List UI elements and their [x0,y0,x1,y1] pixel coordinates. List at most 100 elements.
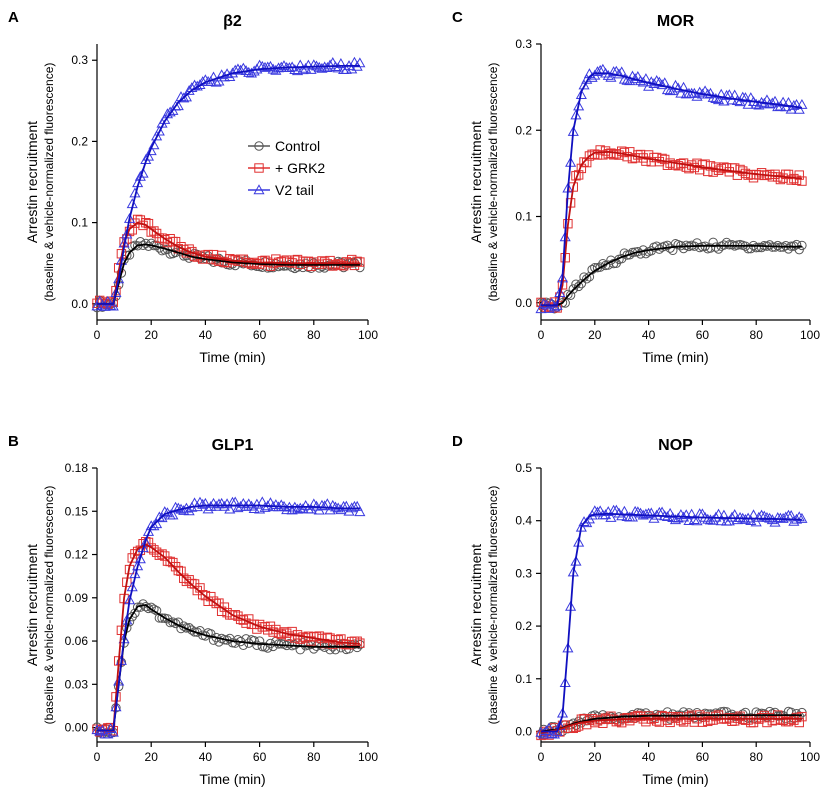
panel-letter: A [8,9,19,26]
series-fit-line [97,243,360,305]
data-point [325,645,335,655]
data-point [718,95,730,106]
series-fit-line [97,504,360,732]
x-tick-label: 20 [145,750,159,764]
data-point [297,503,309,514]
data-point [257,256,268,266]
data-point [621,511,633,521]
panel-letter: C [452,9,463,26]
data-point [791,175,802,185]
data-point [294,59,306,70]
data-point [281,504,293,515]
data-point [189,627,200,637]
series-fit-line [541,150,802,307]
data-point [229,64,241,75]
series-fit-line [97,543,360,732]
panel-d: D NOP 0.0 0.1 0.2 0.3 0.4 0.5 0 20 40 60 80 100 Time (… [452,433,820,787]
data-point [355,257,365,267]
data-point [308,498,320,509]
x-tick-label: 0 [538,750,545,764]
data-point [145,145,157,156]
data-point [576,278,587,289]
data-point [199,74,211,85]
data-point [329,501,342,512]
data-point [130,549,140,559]
data-point [791,712,802,723]
data-point [707,91,719,102]
data-point [179,573,189,583]
data-point [661,84,673,95]
data-point [149,226,159,236]
data-point [764,240,775,250]
data-point [688,514,700,524]
legend-label: V2 tail [275,182,314,198]
y-tick-label: 0.09 [65,591,89,605]
data-point [591,506,604,517]
data-point [134,553,146,564]
data-point [146,602,156,613]
series-markers-control [536,237,807,314]
x-tick-label: 0 [94,750,101,764]
data-point [565,290,576,300]
data-point [548,301,561,312]
chart-title: NOP [658,437,693,454]
data-point [793,103,805,114]
data-point [770,169,780,180]
y-tick-label: 0.3 [515,566,532,580]
legend-label: Control [275,138,320,154]
x-tick-label: 100 [358,750,378,764]
data-point [275,499,287,510]
data-point [594,64,606,75]
data-point [137,167,149,178]
data-point [291,503,304,514]
data-point [148,520,160,531]
data-point [678,717,689,727]
data-point [181,623,192,633]
data-point [769,95,781,106]
series-fit-line [97,221,360,305]
data-point [96,299,108,310]
data-point [224,503,236,514]
data-point [645,507,657,518]
panel-b: B GLP1 0.00 0.03 0.06 0.09 0.12 0.15 0.18 0 20 40 60… [8,433,378,787]
data-point [788,99,800,110]
y-axis-label: Arrestin recruitment [24,121,40,243]
series-fit-line [541,72,803,307]
data-point [148,139,160,150]
data-point [573,281,584,292]
data-point [208,596,219,606]
data-point [538,298,550,309]
y-axis-sublabel: (baseline & vehicle-normalized fluoresce… [42,486,56,725]
data-point [573,100,585,111]
y-tick-label: 0.3 [71,53,88,67]
data-point [172,502,184,513]
y-axis-label: Arrestin recruitment [24,544,40,666]
x-tick-label: 100 [800,328,820,342]
data-point [575,89,587,99]
data-point [159,506,171,517]
data-point [726,511,738,522]
data-point [667,85,679,95]
y-tick-label: 0.18 [65,461,89,475]
data-point [207,71,220,82]
data-point [305,503,317,514]
data-point [257,641,268,652]
y-tick-label: 0.03 [65,677,89,691]
data-point [107,726,119,737]
data-point [238,640,249,650]
data-point [173,565,184,576]
data-point [199,497,211,508]
chart-title: β2 [223,13,242,30]
data-point [224,71,236,82]
data-point [797,176,807,186]
data-point [351,500,363,511]
data-point [287,626,297,637]
y-axis-label: Arrestin recruitment [468,544,484,666]
data-point [346,63,358,74]
data-point [686,508,698,519]
data-point [278,60,290,70]
data-point [745,515,757,525]
data-point [235,64,247,75]
data-point [141,218,151,228]
